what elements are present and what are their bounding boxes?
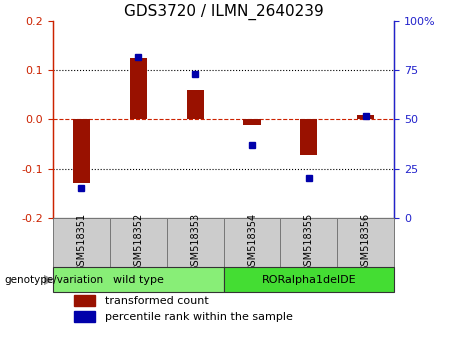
Bar [224,218,280,267]
Bar [280,218,337,267]
Text: transformed count: transformed count [105,296,209,306]
Title: GDS3720 / ILMN_2640239: GDS3720 / ILMN_2640239 [124,4,324,20]
Bar [337,218,394,267]
Bar [53,267,224,292]
Bar [224,267,394,292]
Bar [130,58,147,119]
Text: percentile rank within the sample: percentile rank within the sample [105,312,293,322]
Text: GSM518354: GSM518354 [247,213,257,272]
Bar [300,119,317,155]
Bar [243,119,260,125]
Bar [74,295,95,306]
Polygon shape [44,275,52,285]
Text: wild type: wild type [113,275,164,285]
Text: GSM518351: GSM518351 [77,213,87,272]
Bar [53,218,110,267]
Text: genotype/variation: genotype/variation [5,275,104,285]
Bar [167,218,224,267]
Bar [73,119,90,183]
Bar [187,90,204,119]
Text: GSM518352: GSM518352 [133,213,143,272]
Bar [74,311,95,322]
Text: GSM518356: GSM518356 [361,213,371,272]
Text: GSM518353: GSM518353 [190,213,200,272]
Bar [357,115,374,119]
Text: RORalpha1delDE: RORalpha1delDE [261,275,356,285]
Bar [110,218,167,267]
Text: GSM518355: GSM518355 [304,213,314,272]
